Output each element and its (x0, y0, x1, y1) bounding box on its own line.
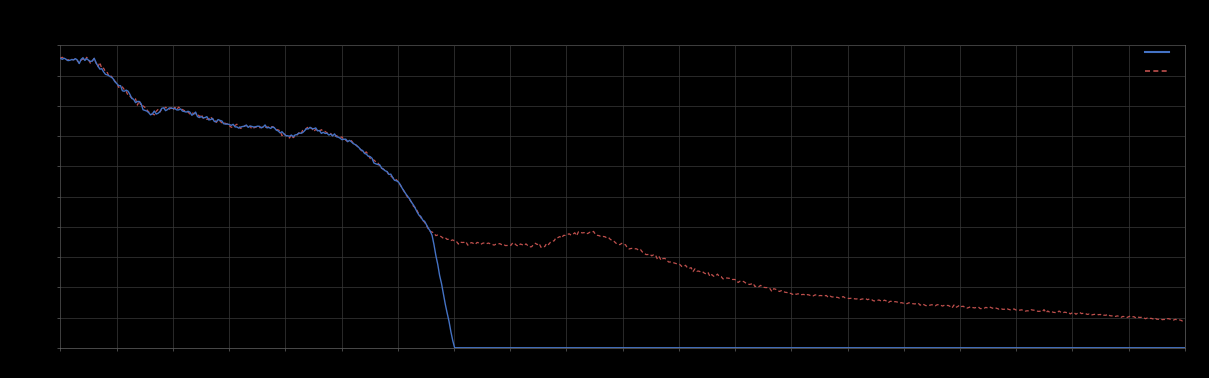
Legend: , : , (1143, 44, 1180, 80)
